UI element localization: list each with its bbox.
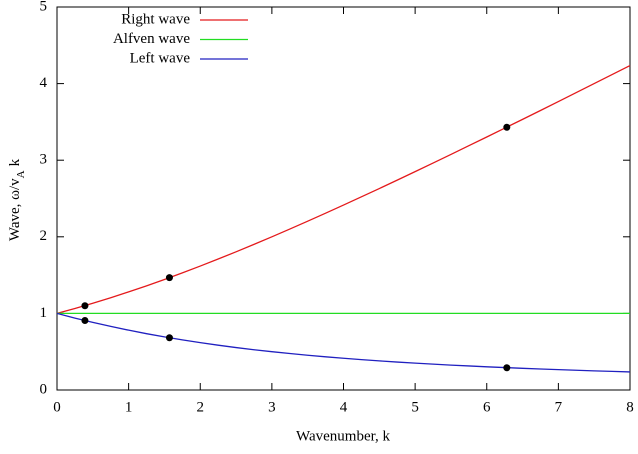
marker-point <box>503 123 511 131</box>
y-tick-label: 0 <box>40 381 48 397</box>
y-tick-label: 1 <box>40 305 48 321</box>
y-axis-label-sub: A <box>15 170 27 178</box>
marker-point <box>503 364 511 372</box>
y-axis-label: Wave, ω/vAk <box>7 158 26 241</box>
y-tick-label: 4 <box>40 75 48 91</box>
x-tick-label: 5 <box>411 399 419 415</box>
x-tick-label: 2 <box>197 399 205 415</box>
legend-label: Alfven wave <box>113 31 190 47</box>
marker-point <box>81 317 89 325</box>
y-tick-label: 5 <box>40 0 48 14</box>
x-tick-label: 1 <box>125 399 133 415</box>
x-tick-label: 4 <box>340 399 348 415</box>
marker-point <box>165 274 173 282</box>
y-tick-label: 3 <box>40 152 48 168</box>
y-axis-label-tail: k <box>7 158 23 166</box>
series-line <box>56 64 631 315</box>
legend-label: Left wave <box>130 50 191 66</box>
x-tick-label: 6 <box>483 399 491 415</box>
series-line <box>56 312 631 373</box>
y-tick-label: 2 <box>40 228 48 244</box>
x-tick-label: 3 <box>268 399 276 415</box>
x-tick-label: 0 <box>53 399 61 415</box>
x-axis-label: Wavenumber, k <box>296 428 390 444</box>
x-tick-label: 7 <box>555 399 563 415</box>
y-axis-label-main: Wave, ω/v <box>7 178 23 241</box>
legend-label: Right wave <box>121 11 190 27</box>
marker-point <box>81 302 89 310</box>
marker-point <box>165 334 173 342</box>
x-tick-label: 8 <box>626 399 634 415</box>
